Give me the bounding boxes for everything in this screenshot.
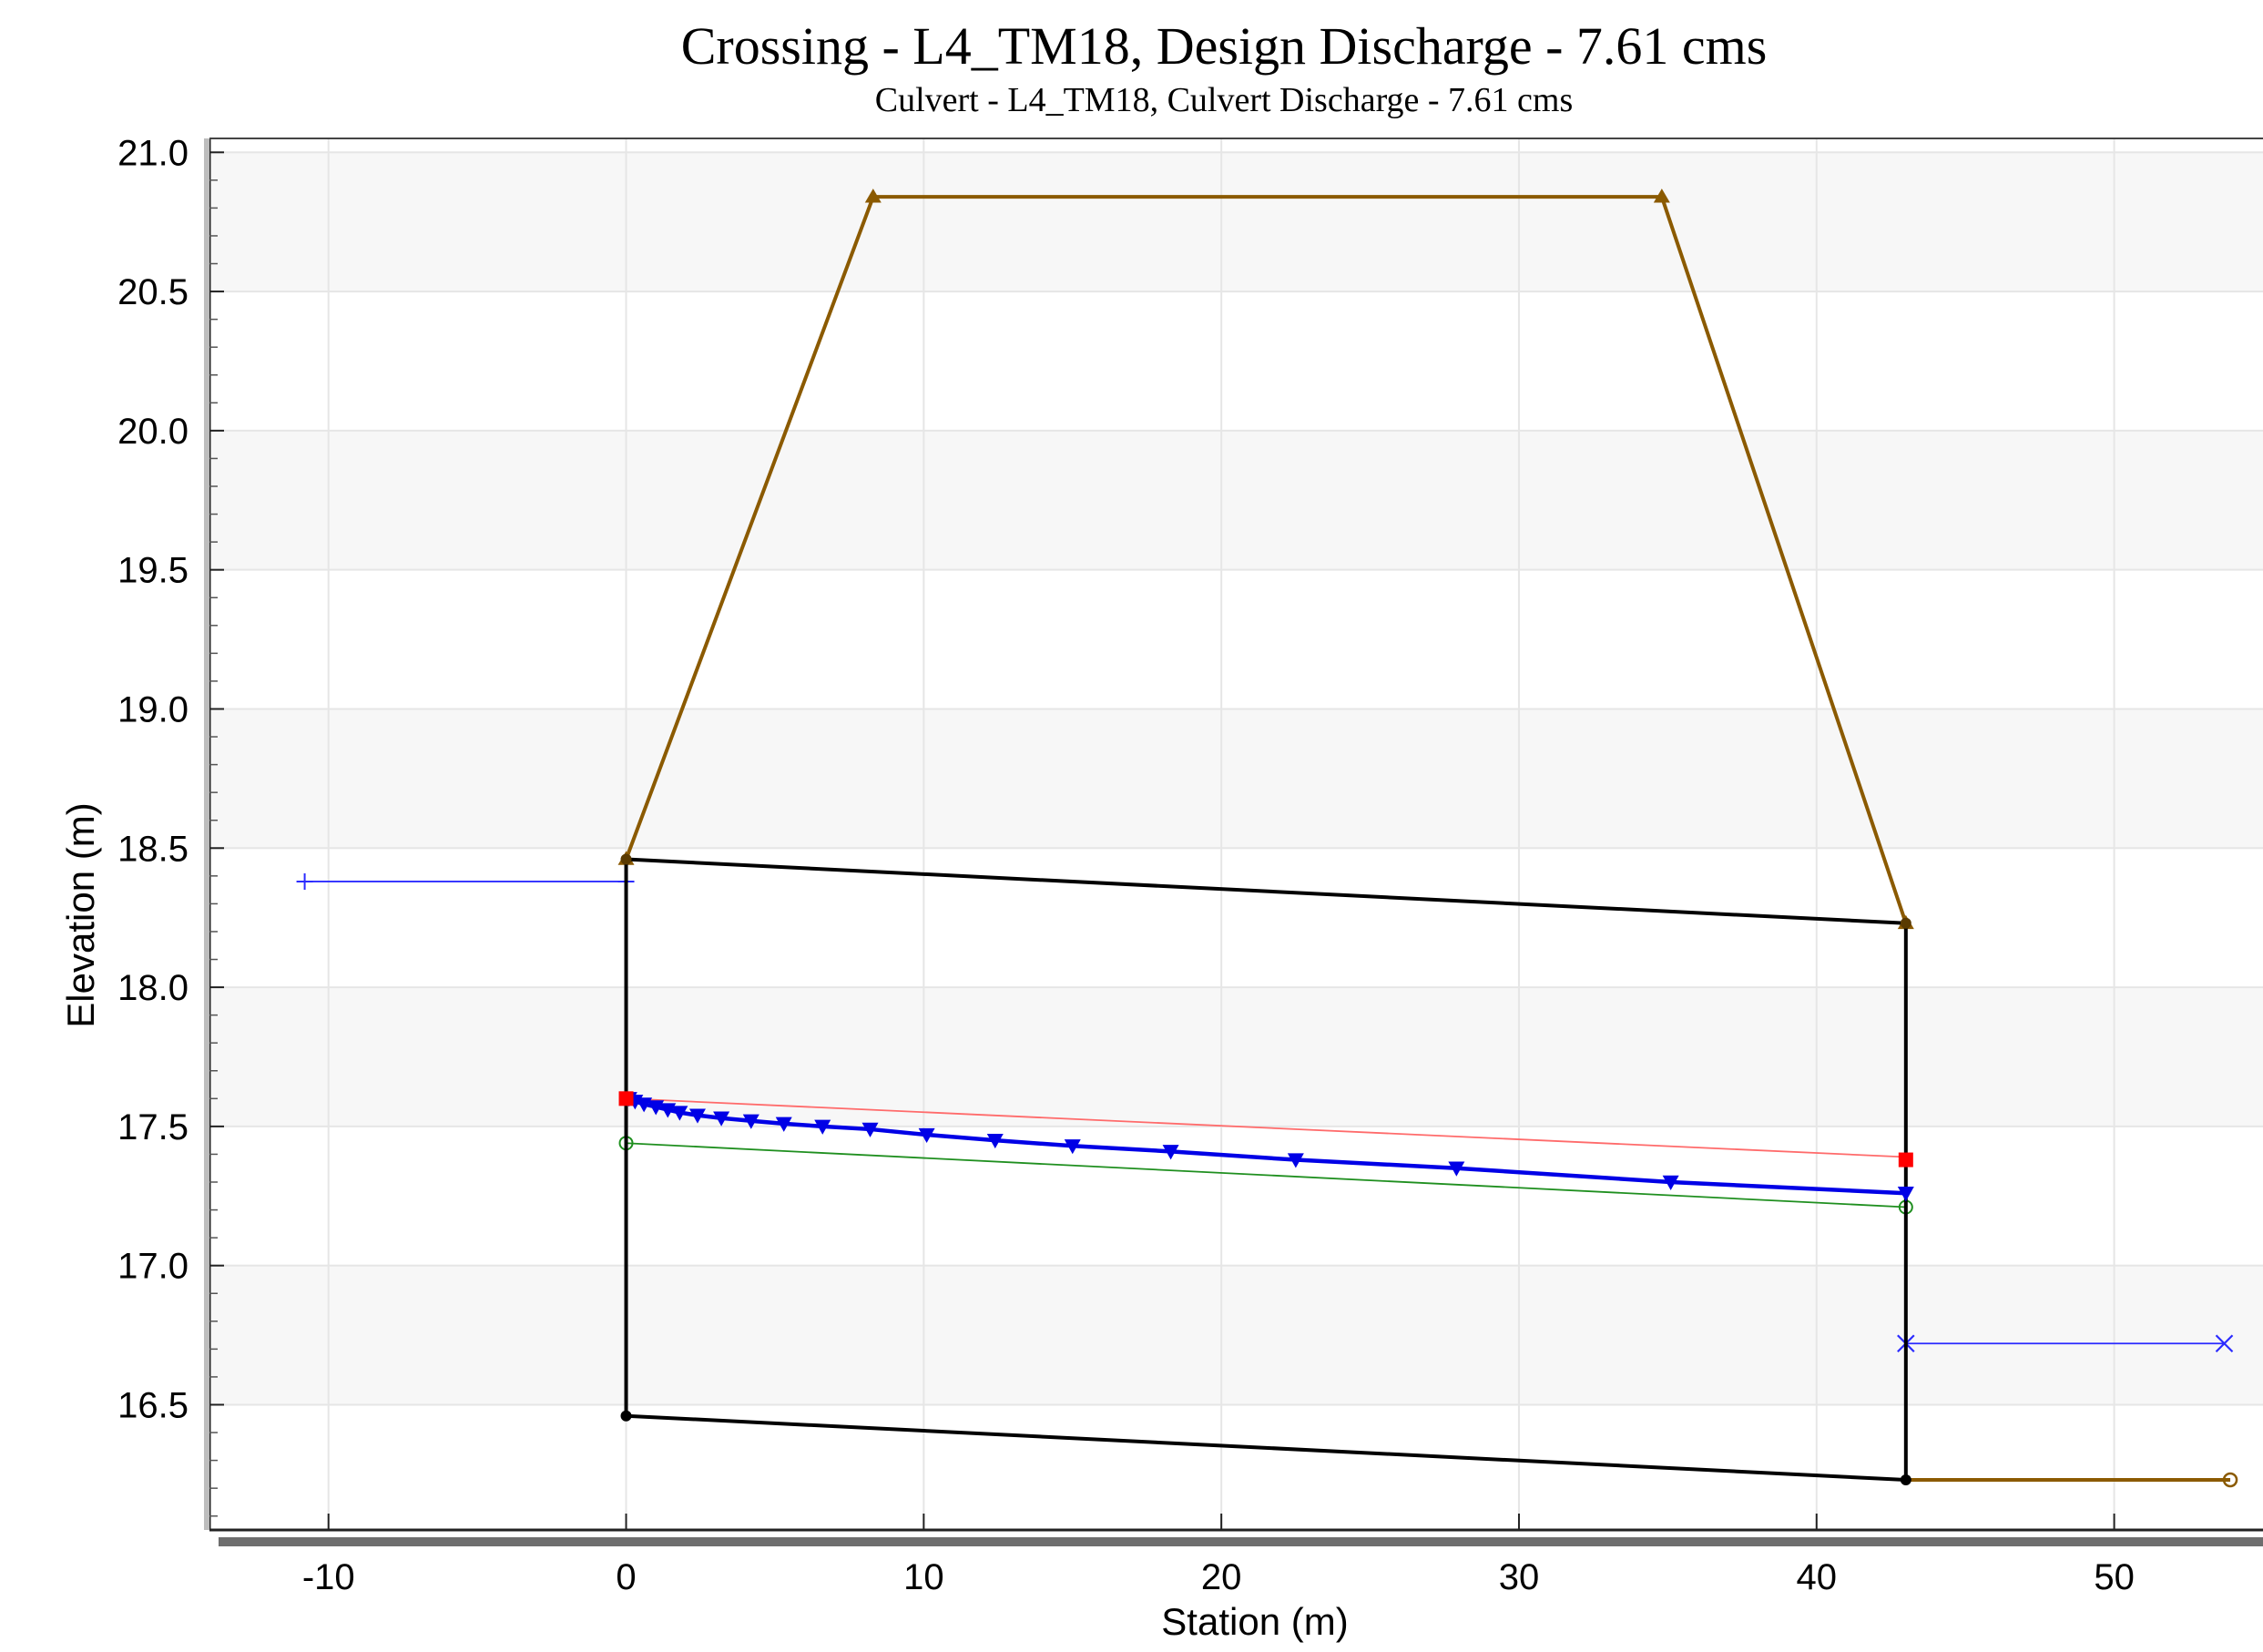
culvert-top-corner-point [1900,917,1911,929]
series-water-surface-point [713,1111,730,1127]
series-tailwater-point [2215,1334,2234,1353]
series-inlet-control-point [618,1091,634,1106]
plot-band [209,1265,2263,1405]
y-tick-label: 17.0 [117,1247,189,1287]
series-embankment-line [624,195,1908,924]
series-inlet-control-point [1898,1152,1913,1168]
plot-bands [209,138,2263,1530]
culvert-top-corner-point [620,853,632,865]
series-water-surface-point [636,1097,653,1113]
y-tick-label: 21.0 [117,133,189,173]
y-tick-label: 20.5 [117,272,189,312]
series-tailwater-channel-point [2222,1472,2238,1488]
x-tick-label: 30 [1499,1557,1540,1597]
series-water-surface-point [814,1119,831,1135]
series-water-surface-point [775,1117,792,1132]
series-water-surface-point [861,1122,879,1137]
x-tick-label: 0 [616,1557,636,1597]
plot-band [209,709,2263,849]
y-axis-shadow [204,138,209,1530]
series-headwater-point [296,872,313,890]
axes [204,138,2263,1546]
x-axis-label: Station (m) [1161,1600,1348,1643]
y-tick-label: 19.0 [117,689,189,729]
series-critical-depth-line [626,1097,1906,1158]
series-water-surface-point [659,1103,677,1118]
series-layer [296,189,2238,1488]
series-water-surface-point [1662,1175,1679,1190]
series-water-surface-point [647,1100,665,1116]
series-water-surface-point [1287,1153,1304,1168]
series-water-surface-point [1448,1161,1465,1177]
y-axis-label: Elevation (m) [59,802,102,1027]
chart-title: Crossing - L4_TM18, Design Discharge - 7… [681,16,1768,76]
chart-subtitle: Culvert - L4_TM18, Culvert Discharge - 7… [875,81,1574,119]
series-water-surface-point [986,1133,1004,1149]
culvert-bottom-corner-point [1900,1474,1911,1485]
series-water-surface-point [742,1114,759,1129]
y-tick-label: 19.5 [117,551,189,591]
series-culvert-bottom-line [626,1413,1906,1482]
y-tick-label: 17.5 [117,1107,189,1147]
y-tick-label: 18.5 [117,829,189,869]
culvert-bottom-corner-point [620,1410,632,1422]
series-culvert-top-line [626,857,1906,925]
series-water-surface-point [918,1127,935,1144]
plot-band [209,987,2263,1127]
series-water-surface-point [1162,1145,1179,1160]
y-tick-label: 20.0 [117,412,189,452]
plot-band [209,152,2263,292]
series-water-surface-point [1064,1139,1081,1155]
x-tick-label: 10 [903,1557,944,1597]
plot-band [209,430,2263,570]
x-tick-label: -10 [302,1557,355,1597]
x-tick-label: 20 [1201,1557,1242,1597]
x-tick-label: 40 [1797,1557,1838,1597]
series-water-surface-point [1897,1187,1914,1202]
y-tick-label: 18.0 [117,968,189,1008]
series-water-surface-point [671,1106,688,1121]
series-normal-depth-line [626,1142,1906,1208]
x-axis-shadow [219,1537,2263,1546]
x-tick-label: 50 [2094,1557,2135,1597]
tick-labels: -10 0 10 20 30 40 50 16.5 17.0 17.5 18.0 18.5 19.0 19… [117,133,2135,1597]
series-water-surface-point [688,1108,706,1124]
y-tick-label: 16.5 [117,1385,189,1425]
series-embankment-point [1653,189,1670,203]
grid-lines [209,138,2263,1530]
series-embankment-point [864,189,882,203]
